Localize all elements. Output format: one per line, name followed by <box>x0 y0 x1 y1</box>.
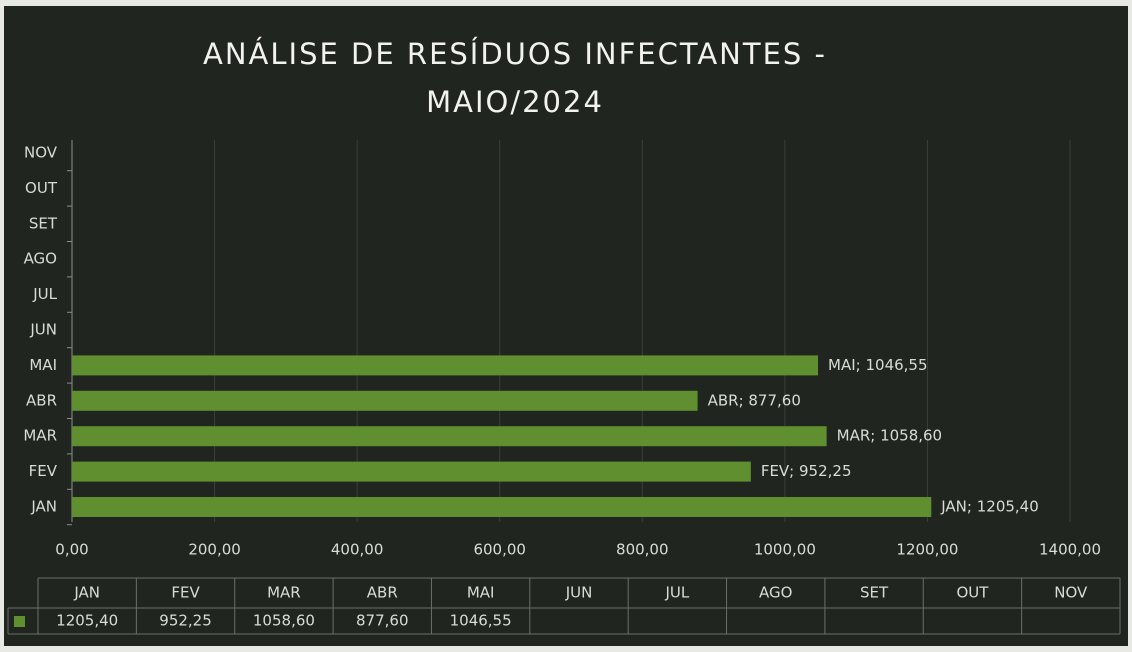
chart-title: ANÁLISE DE RESÍDUOS INFECTANTES - MAIO/2… <box>203 37 827 119</box>
table-header: AGO <box>759 584 792 602</box>
x-tick-label: 400,00 <box>331 541 384 559</box>
y-tick-label: MAR <box>23 427 57 445</box>
x-tick-label: 200,00 <box>188 541 241 559</box>
table-value: 952,25 <box>159 612 212 630</box>
y-tick-label: NOV <box>24 144 58 162</box>
chart-background <box>4 6 1128 646</box>
x-tick-label: 1000,00 <box>754 541 816 559</box>
table-header: JAN <box>73 584 100 602</box>
table-header: OUT <box>956 584 989 602</box>
table-header: SET <box>860 584 889 602</box>
table-header: FEV <box>171 584 200 602</box>
bar <box>72 390 698 411</box>
x-tick-label: 1200,00 <box>896 541 958 559</box>
x-tick-label: 800,00 <box>616 541 669 559</box>
y-tick-label: ABR <box>26 391 57 409</box>
x-tick-label: 1400,00 <box>1039 541 1101 559</box>
legend-key <box>14 616 25 627</box>
table-header: JUL <box>664 584 689 602</box>
y-tick-label: FEV <box>29 462 58 480</box>
data-label: FEV; 952,25 <box>761 462 852 480</box>
data-label: JAN; 1205,40 <box>940 498 1039 516</box>
table-header: MAI <box>467 584 495 602</box>
data-label: MAI; 1046,55 <box>828 356 927 374</box>
data-label: MAR; 1058,60 <box>837 427 942 445</box>
table-header: MAR <box>267 584 301 602</box>
y-tick-label: JUL <box>32 285 57 303</box>
table-header: JUN <box>565 584 593 602</box>
table-value: 877,60 <box>356 612 409 630</box>
table-value: 1205,40 <box>56 612 118 630</box>
y-tick-label: JAN <box>30 498 57 516</box>
bar <box>72 426 827 447</box>
bar <box>72 497 932 517</box>
data-label: ABR; 877,60 <box>708 391 801 409</box>
table-header: ABR <box>367 584 398 602</box>
y-tick-label: MAI <box>29 356 57 374</box>
bar <box>72 461 751 482</box>
y-tick-label: SET <box>29 214 58 232</box>
y-tick-label: AGO <box>24 250 57 268</box>
bar <box>72 355 819 376</box>
y-tick-label: JUN <box>29 321 57 339</box>
x-tick-label: 0,00 <box>55 541 88 559</box>
table-value: 1046,55 <box>450 612 512 630</box>
table-header: NOV <box>1054 584 1088 602</box>
x-tick-label: 600,00 <box>473 541 526 559</box>
y-tick-label: OUT <box>25 179 58 197</box>
table-value: 1058,60 <box>253 612 315 630</box>
